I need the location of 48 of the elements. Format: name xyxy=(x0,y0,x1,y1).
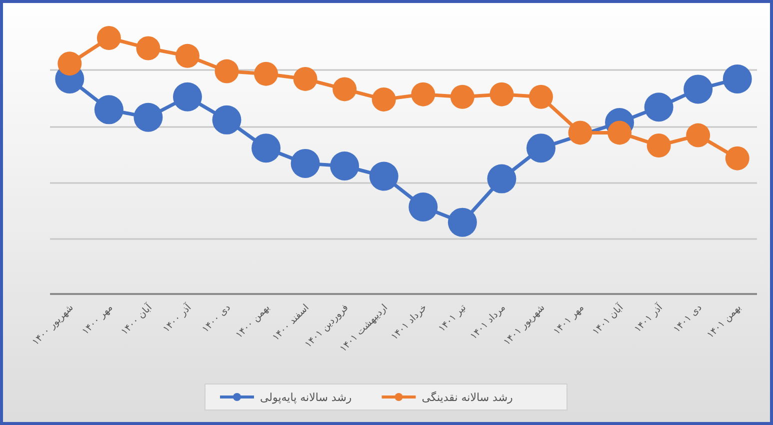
point xyxy=(411,82,436,106)
x-tick-label: تیر ۱۴۰۱ xyxy=(436,302,469,334)
point xyxy=(526,134,556,163)
point xyxy=(94,95,124,124)
point xyxy=(214,59,239,84)
point xyxy=(58,52,82,76)
point xyxy=(369,162,398,191)
legend-label: رشد سالانه پایه‌پولی xyxy=(260,391,352,404)
point xyxy=(96,26,121,50)
x-tick-label: دی ۱۴۰۱ xyxy=(672,302,704,335)
x-tick-label: آذر ۱۴۰۱ xyxy=(632,301,666,335)
point xyxy=(330,152,360,180)
point xyxy=(487,164,516,194)
point xyxy=(408,192,438,222)
point xyxy=(372,87,396,112)
x-tick-label: شهریور ۱۴۰۰ xyxy=(30,302,76,348)
point xyxy=(646,134,671,158)
x-tick-label: دی ۱۴۰۰ xyxy=(200,302,233,335)
point xyxy=(722,64,752,94)
point xyxy=(725,146,750,170)
point xyxy=(212,105,242,134)
x-tick-label: خرداد ۱۴۰۱ xyxy=(389,302,430,342)
point xyxy=(293,66,318,91)
point xyxy=(684,74,713,104)
point xyxy=(252,134,281,163)
point xyxy=(490,82,514,106)
legend-label: رشد سالانه نقدینگی xyxy=(422,391,513,404)
point xyxy=(254,62,278,86)
point xyxy=(332,77,357,102)
x-tick-label: مهر ۱۴۰۰ xyxy=(80,302,116,338)
x-tick-label: آبان ۱۴۰۰ xyxy=(118,301,155,338)
point xyxy=(172,82,202,112)
point xyxy=(136,36,160,60)
point xyxy=(528,84,553,109)
point xyxy=(448,208,477,237)
x-tick-label: آذر ۱۴۰۰ xyxy=(160,301,194,335)
point xyxy=(450,84,474,109)
point xyxy=(290,148,320,178)
point xyxy=(568,120,592,145)
point xyxy=(175,44,200,68)
point xyxy=(644,92,674,122)
x-tick-label: بهمن ۱۴۰۰ xyxy=(234,302,272,341)
x-tick-label: آبان ۱۴۰۱ xyxy=(590,301,626,338)
point xyxy=(134,102,163,132)
x-tick-label: مهر ۱۴۰۱ xyxy=(552,302,586,338)
x-tick-label: بهمن ۱۴۰۱ xyxy=(705,302,744,341)
point xyxy=(608,120,632,145)
point xyxy=(686,123,710,148)
